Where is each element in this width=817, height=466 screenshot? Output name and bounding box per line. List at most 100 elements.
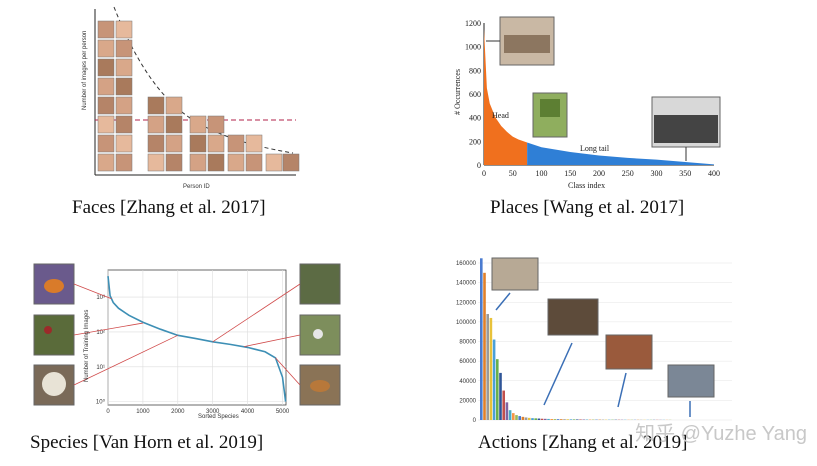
actions-bar xyxy=(531,418,534,420)
actions-bar xyxy=(518,416,521,420)
face-thumbnail xyxy=(115,20,133,39)
arrow-3 xyxy=(617,372,627,408)
face-thumbnail xyxy=(207,134,225,153)
actions-bar xyxy=(521,416,525,420)
species-xtick: 3000 xyxy=(206,409,220,415)
actions-bar xyxy=(553,419,557,420)
face-thumbnail xyxy=(165,96,183,115)
species-connector-line xyxy=(212,283,301,343)
people-photo xyxy=(547,298,599,336)
arrow-2 xyxy=(543,342,573,406)
places-ytick: 1200 xyxy=(465,19,481,28)
species-chart: 0 1000 2000 3000 4000 5000 10⁰ 10¹ 10² 10³ Number… xyxy=(33,263,341,420)
places-xlabel: Class index xyxy=(568,181,605,190)
actions-ytick: 100000 xyxy=(456,320,477,326)
actions-bar xyxy=(480,258,483,420)
actions-bar xyxy=(512,413,515,420)
actions-bar xyxy=(508,410,512,420)
face-thumbnail xyxy=(207,115,225,134)
species-xtick: 4000 xyxy=(241,409,255,415)
white-flower xyxy=(313,329,323,339)
face-thumbnail xyxy=(207,153,225,172)
actions-ytick: 60000 xyxy=(459,359,476,365)
outdoor-photo xyxy=(667,364,715,398)
places-xtick: 50 xyxy=(509,169,517,178)
face-thumbnail xyxy=(165,134,183,153)
berries-photo xyxy=(33,314,75,356)
face-thumbnail xyxy=(115,39,133,58)
face-thumbnail xyxy=(115,153,133,172)
actions-ytick: 40000 xyxy=(459,379,476,385)
face-thumbnail xyxy=(97,115,115,134)
actions-panel: 0 20000 40000 60000 80000 100000 120000 140000 1… xyxy=(440,255,740,427)
places-ytick: 200 xyxy=(469,137,481,146)
faces-chart: Number of images per person Person ID xyxy=(82,6,300,190)
faces-caption: Faces [Zhang et al. 2017] xyxy=(72,197,266,218)
species-plot-frame xyxy=(107,269,287,406)
cooking-photo xyxy=(605,334,653,370)
face-thumbnail xyxy=(165,153,183,172)
species-connector-line xyxy=(275,357,301,386)
species-curve xyxy=(107,276,287,402)
face-thumbnail xyxy=(265,153,283,172)
species-xtick: 1000 xyxy=(136,409,150,415)
face-thumbnail xyxy=(147,115,165,134)
places-xtick: 300 xyxy=(651,169,663,178)
places-ytick: 1000 xyxy=(465,43,481,52)
face-thumbnail xyxy=(165,115,183,134)
actions-bar xyxy=(492,339,496,420)
face-thumbnail xyxy=(115,96,133,115)
face-thumbnail xyxy=(115,115,133,134)
actions-bar xyxy=(505,402,509,420)
mushroom-cap xyxy=(42,372,66,396)
places-ytick: 400 xyxy=(469,114,481,123)
species-panel: 0 1000 2000 3000 4000 5000 10⁰ 10¹ 10² 10³ Number… xyxy=(30,260,345,420)
face-thumbnail xyxy=(97,134,115,153)
species-ylabel: Number of Training Images xyxy=(84,310,90,382)
species-connector-line xyxy=(73,334,178,386)
places-xtick: 250 xyxy=(622,169,634,178)
actions-bar xyxy=(502,390,505,420)
moss-photo xyxy=(299,263,341,305)
places-xtick: 350 xyxy=(679,169,691,178)
places-area-head xyxy=(484,28,528,165)
places-xtick: 150 xyxy=(564,169,576,178)
face-thumbnail xyxy=(97,39,115,58)
places-xtick: 400 xyxy=(708,169,720,178)
arrow-1 xyxy=(495,292,511,311)
face-thumbnail xyxy=(97,58,115,77)
species-ytick: 10² xyxy=(96,330,105,336)
actions-bar xyxy=(540,418,544,420)
butterfly-wing xyxy=(44,279,64,293)
actions-ytick: 120000 xyxy=(456,300,477,306)
actions-bar xyxy=(547,418,550,420)
face-thumbnail xyxy=(282,153,300,172)
actions-bar xyxy=(486,314,489,420)
actions-ytick: 20000 xyxy=(459,398,476,404)
actions-ytick: 140000 xyxy=(456,281,477,287)
actions-bar xyxy=(556,419,560,420)
species-caption: Species [Van Horn et al. 2019] xyxy=(30,432,264,453)
places-area-long-tail xyxy=(527,142,714,165)
actions-bar xyxy=(550,419,553,420)
actions-bar xyxy=(563,419,566,420)
actions-bar xyxy=(524,417,528,420)
watermark: 知乎 @Yuzhe Yang xyxy=(635,423,807,445)
face-thumbnail xyxy=(115,134,133,153)
face-thumbnail xyxy=(189,115,207,134)
actions-bar xyxy=(528,417,531,420)
face-thumbnail xyxy=(245,134,263,153)
places-xtick: 200 xyxy=(593,169,605,178)
species-ytick: 10³ xyxy=(96,295,105,301)
species-xlabel: Sorted Species xyxy=(198,414,239,420)
actions-bar xyxy=(489,317,493,420)
tree-canopy xyxy=(540,99,560,117)
places-ytick: 0 xyxy=(477,161,481,170)
face-thumbnail xyxy=(97,77,115,96)
places-panel: 0 50 100 150 200 250 300 350 400 0 200 400 600 800 100… xyxy=(440,5,730,193)
species-xtick: 5000 xyxy=(276,409,290,415)
species-ytick: 10¹ xyxy=(96,365,105,371)
actions-bar xyxy=(534,418,537,420)
face-thumbnail xyxy=(227,153,245,172)
species-connector-line xyxy=(244,334,301,347)
